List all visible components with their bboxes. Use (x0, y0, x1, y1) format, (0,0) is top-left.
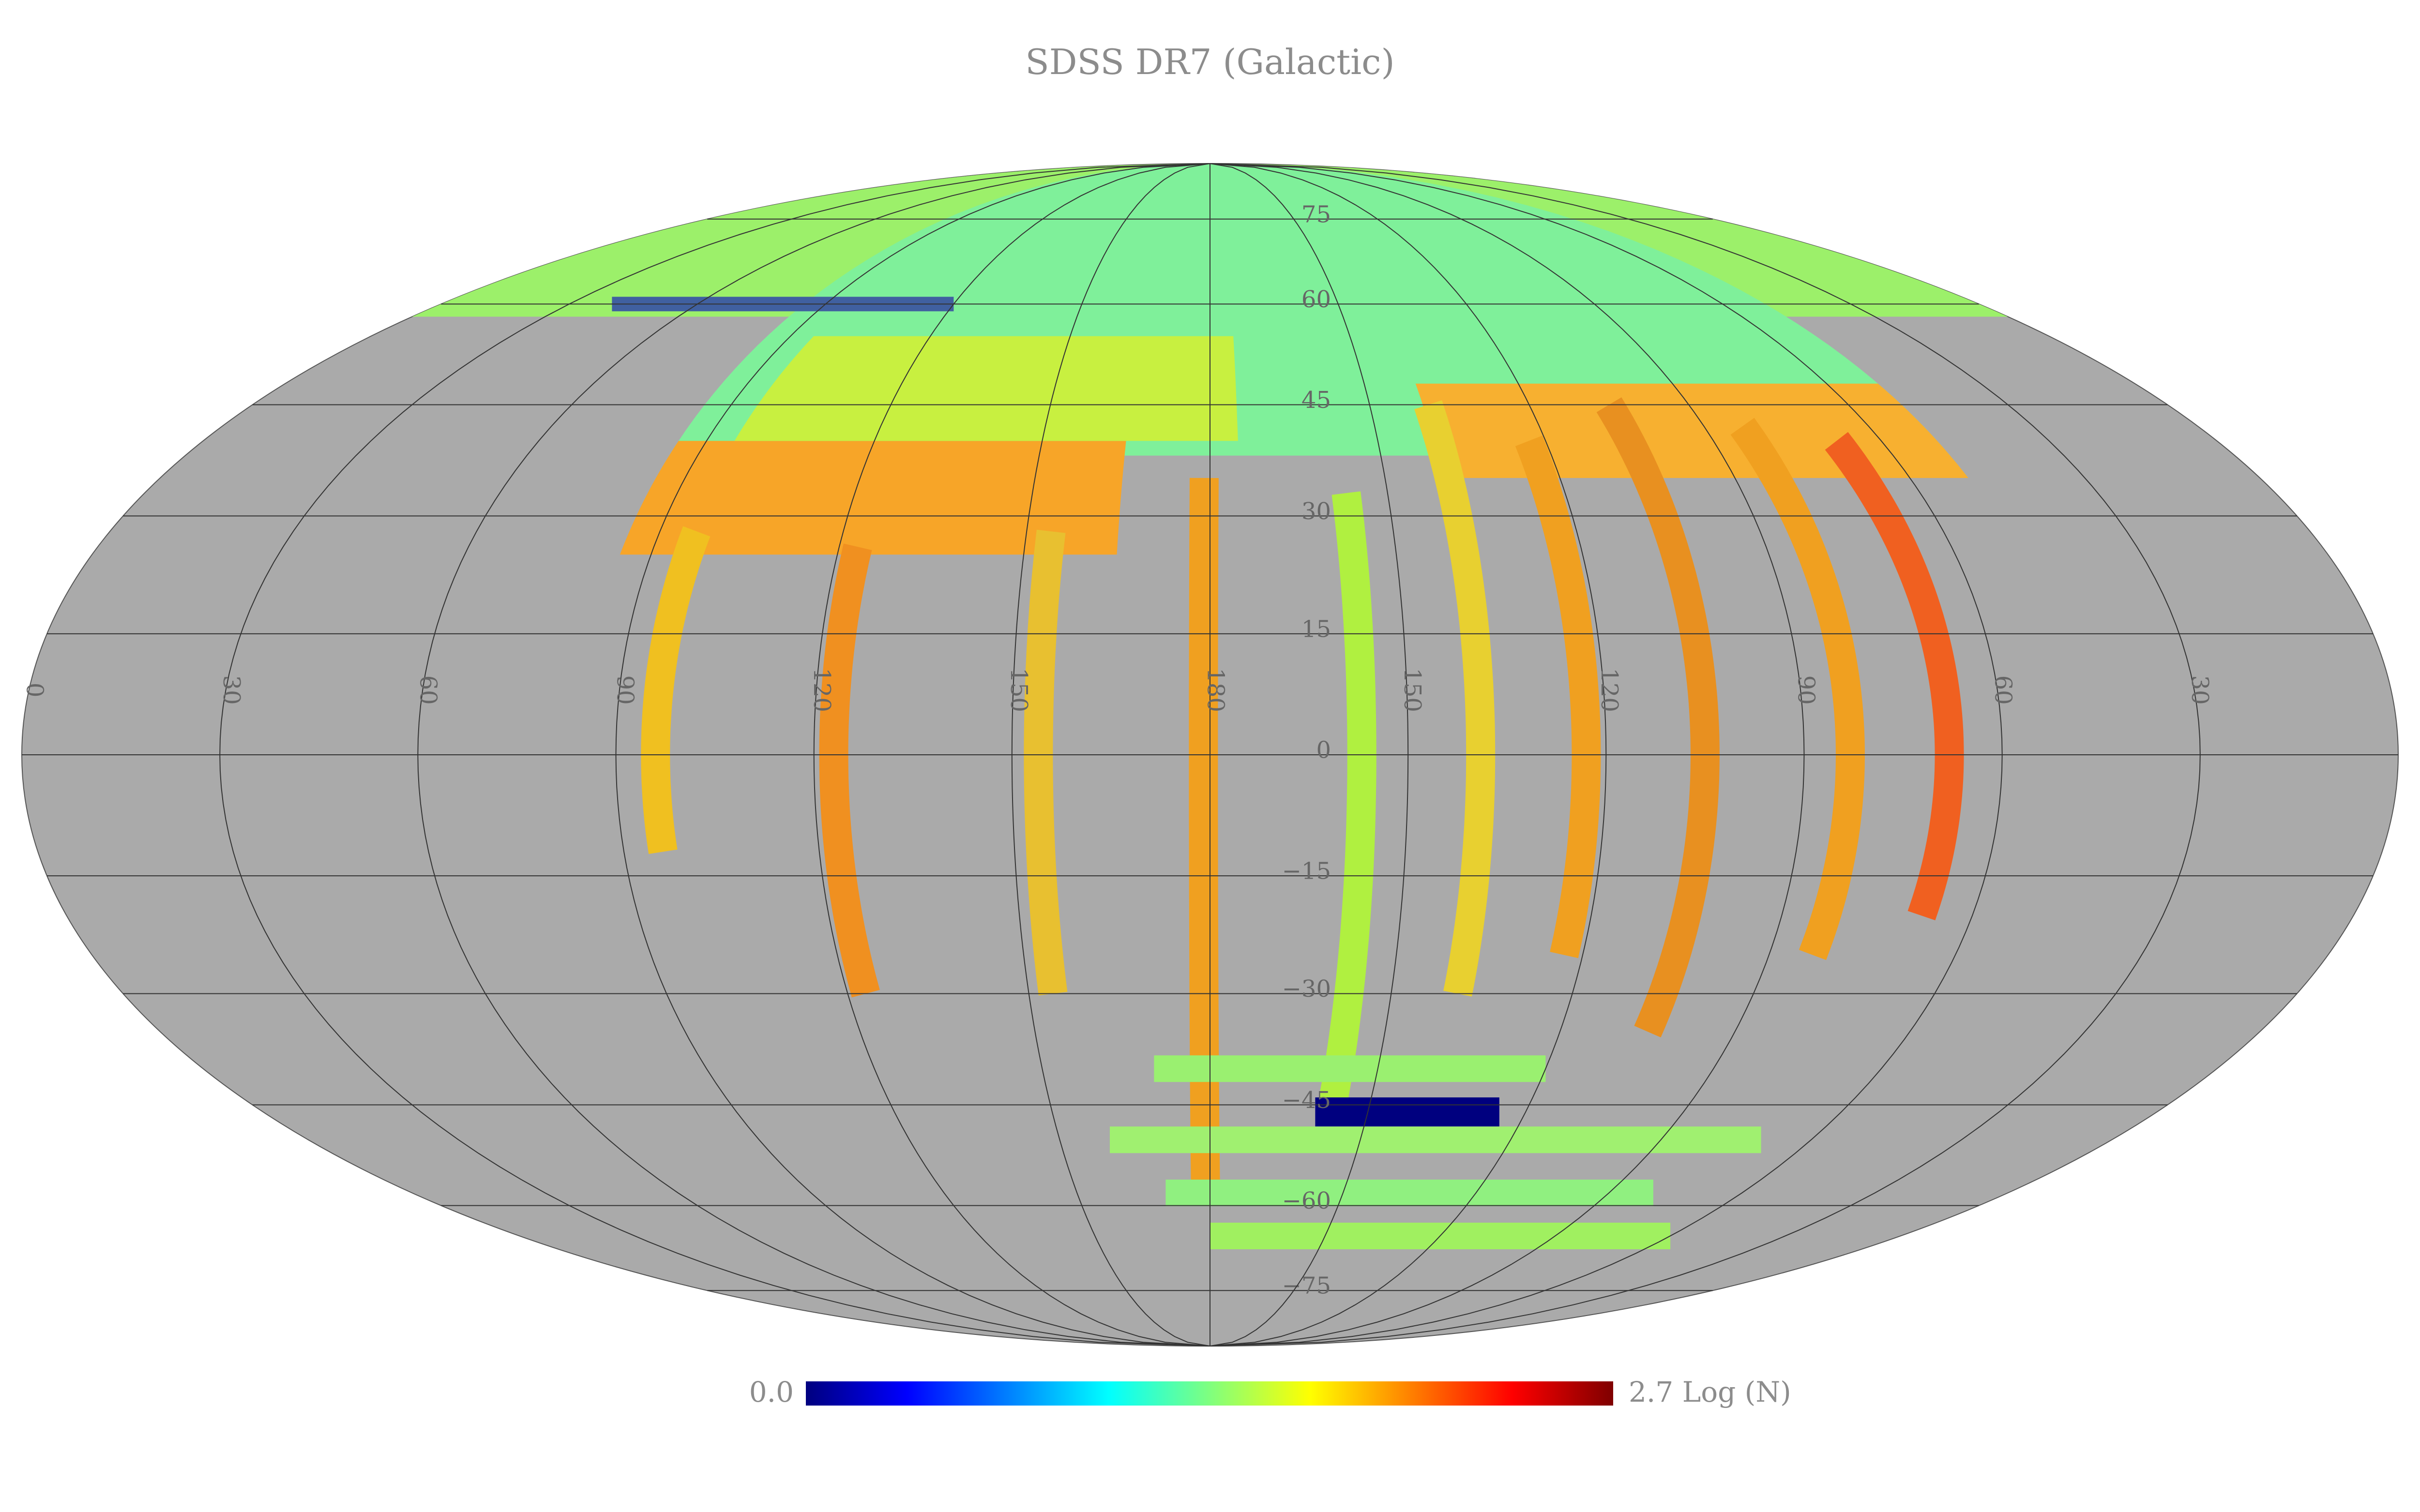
latitude-label: 0 (1316, 737, 1331, 764)
longitude-label: 120 (808, 668, 835, 712)
colorbar-max-value: 2.7 (1629, 1376, 1673, 1408)
longitude-label: 120 (1596, 668, 1623, 712)
meridian-line (1011, 163, 1210, 1347)
map-title: SDSS DR7 (Galactic) (1025, 42, 1394, 82)
longitude-label: 90 (611, 675, 638, 705)
longitude-label: 60 (415, 675, 442, 705)
meridian-line (813, 163, 1210, 1347)
meridian-line (1210, 163, 1805, 1347)
latitude-label: −30 (1282, 975, 1331, 1003)
coverage-stripe (1730, 418, 1865, 960)
coverage-stripe (1318, 491, 1376, 1108)
coverage-region (1415, 383, 1968, 478)
colorbar-min-label: 0.0 (749, 1376, 794, 1408)
longitude-label: 30 (218, 675, 245, 705)
longitude-label: 180 (1202, 668, 1229, 712)
latitude-label: 30 (1301, 498, 1331, 525)
colorbar-max-label: 2.7 Log (N) (1629, 1376, 1791, 1408)
meridian-line (1210, 163, 1607, 1347)
meridian-line (219, 163, 1210, 1347)
latitude-label: −75 (1282, 1272, 1331, 1300)
latitude-label: −15 (1282, 858, 1331, 885)
colorbar (806, 1381, 1613, 1406)
coverage-stripe (1515, 435, 1601, 958)
meridian-line (1210, 163, 1409, 1347)
coverage-stripe (1189, 478, 1221, 1206)
longitude-label: 60 (1989, 675, 2016, 705)
latitude-label: −45 (1282, 1087, 1331, 1114)
latitude-label: −60 (1282, 1187, 1331, 1214)
latitude-label: 45 (1301, 387, 1331, 414)
latitude-label: 60 (1301, 286, 1331, 313)
coverage-stripe (1414, 400, 1496, 997)
meridian-line (1210, 163, 2201, 1347)
longitude-label: 90 (1793, 675, 1820, 705)
coverage-stripe (819, 543, 880, 998)
coverage-stripe (641, 526, 711, 854)
longitude-label: 150 (1005, 668, 1032, 712)
longitude-label: 150 (1399, 668, 1426, 712)
meridian-line (1210, 163, 2003, 1347)
longitude-label: 30 (2186, 675, 2213, 705)
latitude-label: 15 (1301, 615, 1331, 643)
latitude-label: 75 (1301, 201, 1331, 228)
coverage-region (620, 441, 1126, 555)
coverage-stripe (1596, 397, 1720, 1038)
coverage-region (734, 336, 1238, 441)
meridian-line (615, 163, 1210, 1347)
meridian-line (417, 163, 1210, 1347)
coverage-stripe (1024, 529, 1068, 996)
longitude-label: 0 (21, 683, 48, 698)
colorbar-unit: Log (N) (1682, 1376, 1791, 1408)
